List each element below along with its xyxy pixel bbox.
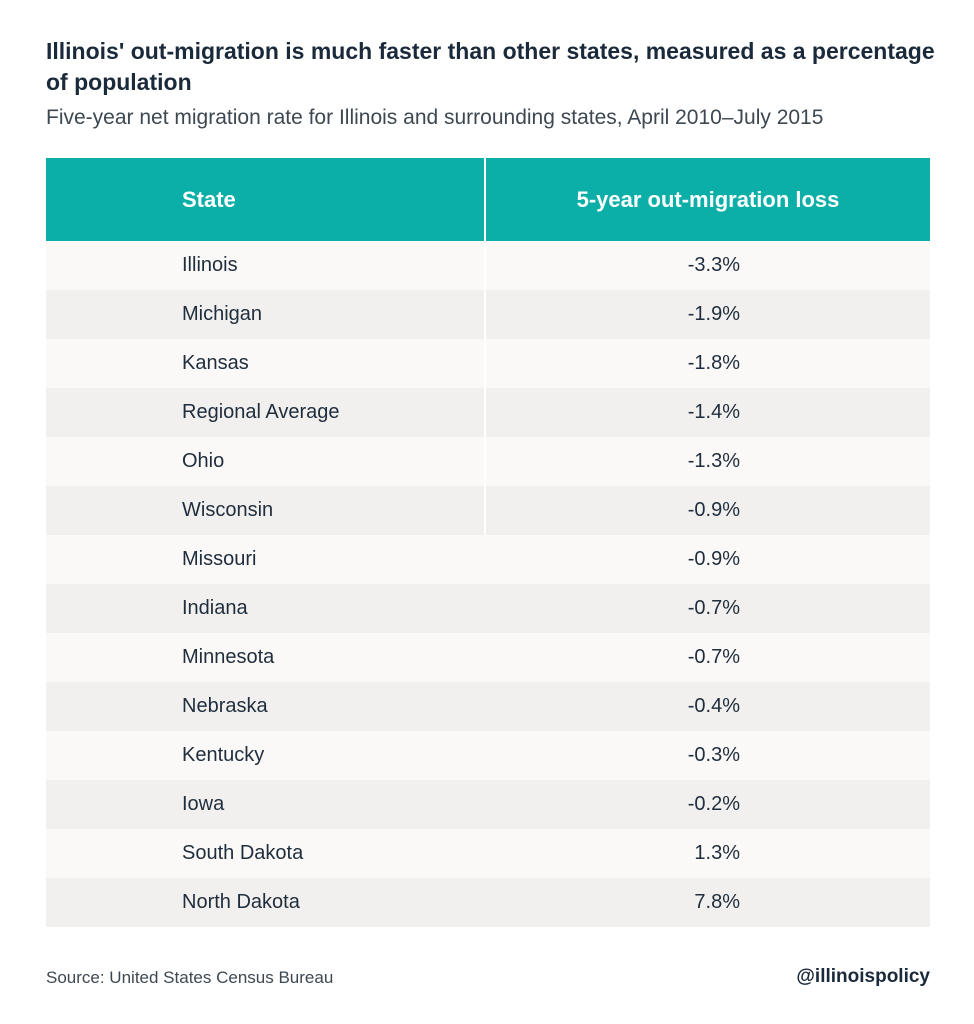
state-cell: Michigan: [46, 290, 486, 339]
brand-handle: @illinoispolicy: [796, 966, 930, 987]
state-cell: Kentucky: [182, 744, 265, 766]
state-cell: Kansas: [46, 339, 486, 388]
chart-subtitle: Five-year net migration rate for Illinoi…: [46, 106, 824, 129]
state-cell: Missouri: [182, 548, 257, 570]
value-cell: -0.4%: [687, 695, 740, 717]
table-row: South Dakota 1.3%: [46, 829, 930, 878]
source-note: Source: United States Census Bureau: [46, 968, 334, 987]
state-cell: Iowa: [182, 793, 225, 815]
migration-table: State 5-year out-migration loss Illinois…: [46, 158, 930, 927]
state-cell: Indiana: [182, 597, 248, 619]
value-cell: -1.8%: [687, 352, 740, 374]
table-body: Illinois -3.3% Michigan -1.9% Kansas -1.8% Reg…: [46, 241, 930, 927]
table-row: Nebraska -0.4%: [46, 682, 930, 731]
table-row: North Dakota 7.8%: [46, 878, 930, 927]
value-cell: -0.7%: [687, 597, 740, 619]
state-cell: South Dakota: [182, 842, 304, 864]
value-cell: -0.9%: [687, 499, 740, 521]
table-row: Regional Average -1.4%: [46, 388, 930, 437]
state-cell: North Dakota: [182, 891, 300, 913]
value-cell: -0.3%: [687, 744, 740, 766]
table-row: Kentucky -0.3%: [46, 731, 930, 780]
header-out-migration-loss: 5-year out-migration loss: [576, 186, 840, 212]
state-cell: Regional Average: [46, 388, 486, 437]
table-row: Indiana -0.7%: [46, 584, 930, 633]
value-cell: -1.3%: [687, 450, 740, 472]
table-row: Minnesota -0.7%: [46, 633, 930, 682]
value-cell: -1.9%: [687, 303, 740, 325]
state-cell: Nebraska: [182, 695, 268, 717]
state-cell: Illinois: [46, 241, 486, 290]
state-cell: Minnesota: [182, 646, 275, 668]
value-cell: 7.8%: [694, 891, 740, 913]
table-header-row: State 5-year out-migration loss: [46, 158, 930, 241]
header-state: State: [46, 158, 486, 241]
table-row: Kansas -1.8%: [46, 339, 930, 388]
state-cell: Wisconsin: [46, 486, 486, 535]
table-row: Missouri -0.9%: [46, 535, 930, 584]
value-cell: -0.7%: [687, 646, 740, 668]
value-cell: -3.3%: [687, 254, 740, 276]
value-cell: -0.2%: [687, 793, 740, 815]
value-cell: -0.9%: [687, 548, 740, 570]
table-row: Illinois -3.3%: [46, 241, 930, 290]
table-row: Wisconsin -0.9%: [46, 486, 930, 535]
state-cell: Ohio: [46, 437, 486, 486]
chart-title: Illinois' out-migration is much faster t…: [46, 38, 935, 95]
table-row: Michigan -1.9%: [46, 290, 930, 339]
value-cell: -1.4%: [687, 401, 740, 423]
table-row: Iowa -0.2%: [46, 780, 930, 829]
value-cell: 1.3%: [694, 842, 740, 864]
table-row: Ohio -1.3%: [46, 437, 930, 486]
